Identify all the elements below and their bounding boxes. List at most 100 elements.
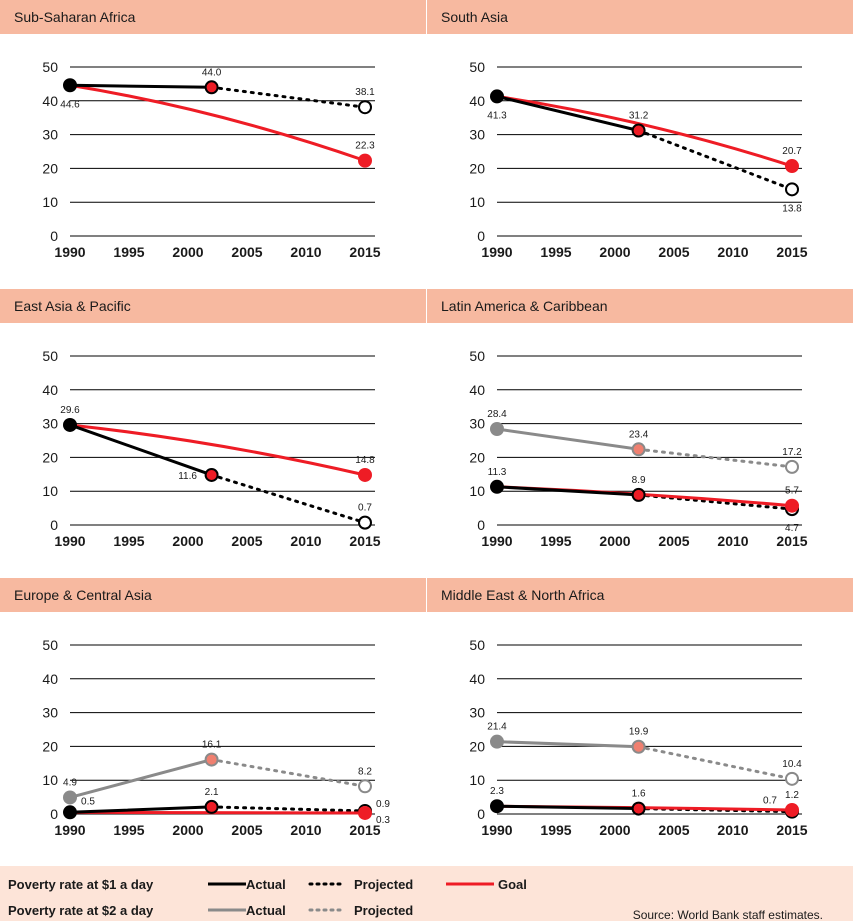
legend-goal-swatch <box>446 882 494 886</box>
series-line-projected1 <box>637 129 794 191</box>
series-line-actual1 <box>495 485 641 497</box>
y-tick-label: 0 <box>50 806 58 822</box>
data-point <box>358 515 372 530</box>
y-tick-label: 40 <box>42 93 58 109</box>
y-tick-label: 20 <box>469 738 485 754</box>
x-tick-label: 2000 <box>172 244 203 260</box>
x-tick-label: 2000 <box>599 822 630 838</box>
data-label: 0.7 <box>358 503 372 514</box>
x-tick-label: 2000 <box>172 822 203 838</box>
data-point <box>785 498 799 513</box>
data-point <box>490 89 504 104</box>
series-line-goal <box>496 94 793 168</box>
x-tick-label: 2010 <box>717 822 748 838</box>
series-line-projected2 <box>210 758 367 788</box>
data-point <box>631 801 646 816</box>
y-tick-label: 0 <box>477 517 485 533</box>
data-label: 29.6 <box>60 405 80 416</box>
data-label: 1.6 <box>632 789 646 800</box>
data-label: 11.6 <box>178 471 197 482</box>
y-tick-label: 10 <box>469 772 485 788</box>
y-tick-label: 0 <box>477 228 485 244</box>
data-point <box>358 153 372 168</box>
panel-header: Sub-Saharan Africa <box>0 0 426 34</box>
series-line-goal <box>69 423 366 477</box>
data-point <box>204 467 219 482</box>
data-point <box>490 422 504 437</box>
source-note: Source: World Bank staff estimates. <box>632 908 823 922</box>
series-line-goal <box>69 83 366 163</box>
panel-title: South Asia <box>441 9 508 25</box>
x-tick-label: 2015 <box>349 244 380 260</box>
panel-header: Middle East & North Africa <box>427 578 853 612</box>
data-point <box>63 790 77 805</box>
legend-projected-label: Projected <box>354 903 414 918</box>
legend-row-label: Poverty rate at $1 a day <box>8 877 154 892</box>
data-point <box>204 799 219 814</box>
y-tick-label: 30 <box>42 705 58 721</box>
data-label: 41.3 <box>487 110 507 121</box>
data-label: 23.4 <box>629 429 649 440</box>
x-tick-label: 2015 <box>776 822 807 838</box>
y-tick-label: 10 <box>42 772 58 788</box>
x-tick-label: 1990 <box>54 244 85 260</box>
data-point <box>358 467 372 482</box>
x-tick-label: 2015 <box>349 822 380 838</box>
data-point <box>490 734 504 749</box>
data-label: 10.4 <box>782 759 802 770</box>
y-tick-label: 20 <box>42 449 58 465</box>
chart-panel-4: Latin America & Caribbean 0 10 20 30 40 50 199… <box>427 289 853 577</box>
legend-goal-label: Goal <box>498 877 527 892</box>
x-tick-label: 2005 <box>658 822 689 838</box>
x-tick-label: 1995 <box>113 533 144 549</box>
y-tick-label: 20 <box>469 449 485 465</box>
x-tick-label: 2005 <box>658 533 689 549</box>
data-label: 31.2 <box>629 111 649 122</box>
panel-header: Latin America & Caribbean <box>427 289 853 323</box>
series-line-actual1 <box>495 804 641 811</box>
data-label: 8.9 <box>632 475 646 486</box>
legend-row-1: Poverty rate at $1 a day Actual Projecte… <box>8 874 628 894</box>
data-point <box>785 182 799 197</box>
y-tick-label: 50 <box>42 59 58 75</box>
y-tick-label: 0 <box>50 228 58 244</box>
y-tick-label: 40 <box>469 382 485 398</box>
y-tick-label: 50 <box>469 348 485 364</box>
data-point <box>63 417 77 432</box>
data-label: 19.9 <box>629 727 649 738</box>
x-tick-label: 1995 <box>113 244 144 260</box>
y-tick-label: 20 <box>42 738 58 754</box>
y-tick-label: 40 <box>42 671 58 687</box>
series-line-projected1 <box>210 85 367 109</box>
legend-actual-label: Actual <box>246 903 286 918</box>
x-tick-label: 1990 <box>481 533 512 549</box>
data-point <box>358 805 372 820</box>
y-tick-label: 30 <box>469 416 485 432</box>
line-chart: 0 10 20 30 40 50 1990 1995 2000 2005 2010 2015 21.4 1… <box>469 637 807 838</box>
data-label: 0.9 <box>376 799 390 810</box>
y-tick-label: 50 <box>469 59 485 75</box>
y-tick-label: 50 <box>42 637 58 653</box>
legend-actual-label: Actual <box>246 877 286 892</box>
line-chart: 0 10 20 30 40 50 1990 1995 2000 2005 2010 2015 44.6 4… <box>42 59 380 260</box>
data-label: 38.1 <box>355 87 375 98</box>
x-tick-label: 2010 <box>290 533 321 549</box>
x-tick-label: 1995 <box>540 244 571 260</box>
data-label: 4.9 <box>63 777 77 788</box>
chart-panel-5: Europe & Central Asia 0 10 20 30 40 50 1990 199… <box>0 578 426 866</box>
y-tick-label: 10 <box>469 194 485 210</box>
x-tick-label: 2005 <box>231 244 262 260</box>
series-line-actual1 <box>495 94 641 133</box>
line-chart: 0 10 20 30 40 50 1990 1995 2000 2005 2010 2015 29.6 1… <box>42 348 380 549</box>
series-line-projected1 <box>210 473 367 525</box>
x-tick-label: 1990 <box>54 822 85 838</box>
line-chart: 0 10 20 30 40 50 1990 1995 2000 2005 2010 2015 41.3 3… <box>469 59 807 260</box>
chart-panel-3: East Asia & Pacific 0 10 20 30 40 50 1990 1995 2… <box>0 289 426 577</box>
data-label: 22.3 <box>355 141 375 152</box>
y-tick-label: 20 <box>469 160 485 176</box>
panel-header: Europe & Central Asia <box>0 578 426 612</box>
data-label: 2.1 <box>205 787 219 798</box>
series-line-projected2 <box>637 447 794 469</box>
panel-title: East Asia & Pacific <box>14 298 131 314</box>
x-tick-label: 2005 <box>231 533 262 549</box>
